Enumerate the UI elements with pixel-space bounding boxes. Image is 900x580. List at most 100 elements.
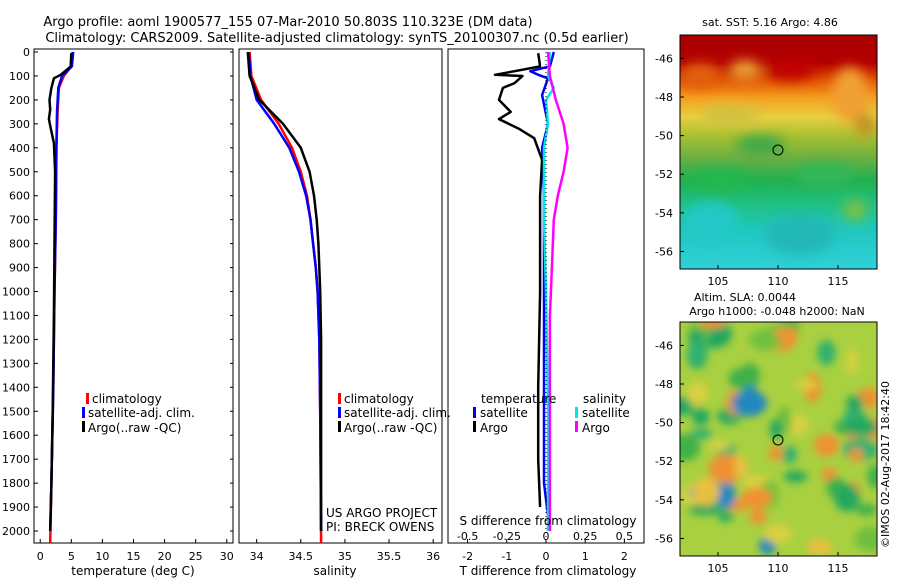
x-tick-label: 5: [68, 550, 75, 563]
map-y-tick-label: -46: [655, 52, 673, 65]
sla-blob: [686, 340, 708, 370]
sla-texture: [680, 322, 877, 556]
depth-tick-label: 900: [9, 262, 30, 275]
project-credit-line1: US ARGO PROJECT: [326, 506, 438, 520]
sla-blob: [834, 483, 860, 512]
argo-position-marker: [772, 144, 784, 156]
x-tick-label: 20: [158, 550, 172, 563]
sla-blob: [855, 503, 877, 516]
sla-blob: [814, 434, 839, 457]
depth-tick-label: 600: [9, 190, 30, 203]
map-y-tick-label: -48: [655, 91, 673, 104]
sla-blob: [867, 464, 877, 488]
s-tick-label: -0.25: [493, 530, 521, 543]
s-difference-label: S difference from climatology: [460, 514, 637, 528]
map-y-tick-label: -50: [655, 417, 673, 430]
map-x-tick-label: 115: [828, 562, 849, 575]
map-y-tick-label: -56: [655, 245, 673, 258]
depth-axis: 0 100 200 300 400 500 600 700 800 900 1000 1100 1200…: [2, 46, 38, 538]
s-tick-label: 0: [543, 530, 550, 543]
legend-swatch-climatology: [338, 393, 341, 404]
legend-title-temperature: temperature: [481, 392, 556, 406]
series-line-satellite-adj-clim-: [247, 51, 323, 532]
x-tick-label: 0: [37, 550, 44, 563]
depth-tick-label: 1900: [2, 501, 30, 514]
legend-swatch-argo: [338, 421, 341, 432]
map-y-tick-label: -52: [655, 455, 673, 468]
map-y-tick-label: -48: [655, 378, 673, 391]
depth-tick-label: 400: [9, 142, 30, 155]
sla-blob: [690, 428, 713, 439]
depth-tick-label: 1300: [2, 357, 30, 370]
map-y-tick-label: -54: [655, 494, 673, 507]
legend-swatch-argo: [82, 421, 85, 432]
sla-blob: [680, 434, 701, 462]
x-tick-label: 30: [220, 550, 234, 563]
sla-blob: [709, 440, 730, 451]
salinity-axis-label: salinity: [313, 564, 356, 578]
sst-map-ticks: -46 -48 -50 -52 -54 -56 105 110 115: [655, 52, 848, 288]
figure-title-line2: Climatology: CARS2009. Satellite-adjuste…: [45, 31, 628, 46]
legend-label-sal-satellite: satellite: [582, 406, 630, 420]
x-tick-label: 34: [250, 550, 264, 563]
legend-swatch-temp-argo: [473, 421, 476, 432]
map-y-tick-label: -56: [655, 532, 673, 545]
imos-stamp: ©IMOS 02-Aug-2017 18:42:40: [879, 381, 892, 548]
sla-blob: [698, 322, 726, 329]
legend-swatch-sal-argo: [575, 421, 578, 432]
legend-swatch-temp-satellite: [473, 407, 476, 418]
difference-legend: temperature salinity satellite Argo sate…: [473, 392, 630, 435]
x-tick-label: 0: [543, 550, 550, 563]
sla-blob: [692, 407, 710, 426]
depth-tick-label: 2000: [2, 525, 30, 538]
depth-tick-label: 100: [9, 70, 30, 83]
x-tick-label: -2: [462, 550, 473, 563]
sla-map: Altim. SLA: 0.0044 Argo h1000: -0.048 h2…: [655, 291, 878, 575]
x-tick-label: 34.5: [289, 550, 314, 563]
s-tick-label: -0.5: [457, 530, 478, 543]
sla-map-title-line1: Altim. SLA: 0.0044: [694, 291, 796, 304]
argo-position-marker: [772, 434, 784, 446]
sla-map-ticks: -46 -48 -50 -52 -54 -56 105 110 115: [655, 339, 848, 575]
legend-label-sal-argo: Argo: [582, 421, 610, 435]
sla-blob: [741, 487, 773, 508]
sst-texture: [680, 60, 875, 255]
sla-blob: [770, 418, 782, 441]
depth-tick-label: 1100: [2, 309, 30, 322]
depth-tick-label: 1500: [2, 405, 30, 418]
figure-title-line1: Argo profile: aoml 1900577_155 07-Mar-20…: [43, 15, 532, 30]
map-x-tick-label: 110: [768, 562, 789, 575]
legend-label-argo: Argo(..raw -QC): [88, 421, 181, 435]
s-tick-label: 0.5: [616, 530, 634, 543]
legend-label-climatology: climatology: [92, 392, 162, 406]
sla-blob: [795, 378, 817, 391]
depth-tick-label: 500: [9, 166, 30, 179]
difference-panel: -2 -1 0 1 2: [462, 51, 628, 563]
legend-label-temp-satellite: satellite: [480, 406, 528, 420]
sla-blob: [846, 395, 864, 410]
depth-tick-label: 1000: [2, 286, 30, 299]
salinity-panel: 34 34.5 35 35.5 36: [246, 51, 440, 563]
sla-blob: [764, 524, 793, 544]
temperature-legend: climatology satellite-adj. clim. Argo(..…: [82, 392, 195, 435]
map-y-tick-label: -46: [655, 339, 673, 352]
legend-label-climatology: climatology: [344, 392, 414, 406]
series-line-temperature-argo: [493, 53, 544, 508]
map-x-tick-label: 115: [828, 275, 849, 288]
s-tick-label: 0.25: [573, 530, 598, 543]
x-tick-label: 15: [127, 550, 141, 563]
depth-tick-label: 300: [9, 118, 30, 131]
sla-blob: [849, 448, 864, 462]
sla-blob: [817, 340, 836, 366]
legend-title-salinity: salinity: [583, 392, 626, 406]
map-y-tick-label: -52: [655, 168, 673, 181]
x-tick-label: 10: [95, 550, 109, 563]
legend-label-satellite-adj: satellite-adj. clim.: [344, 406, 451, 420]
depth-tick-label: 200: [9, 94, 30, 107]
depth-tick-label: 800: [9, 238, 30, 251]
map-x-tick-label: 105: [708, 275, 729, 288]
depth-tick-label: 1800: [2, 477, 30, 490]
depth-tick-label: 1200: [2, 333, 30, 346]
series-line-argo-raw-qc-: [246, 51, 323, 531]
